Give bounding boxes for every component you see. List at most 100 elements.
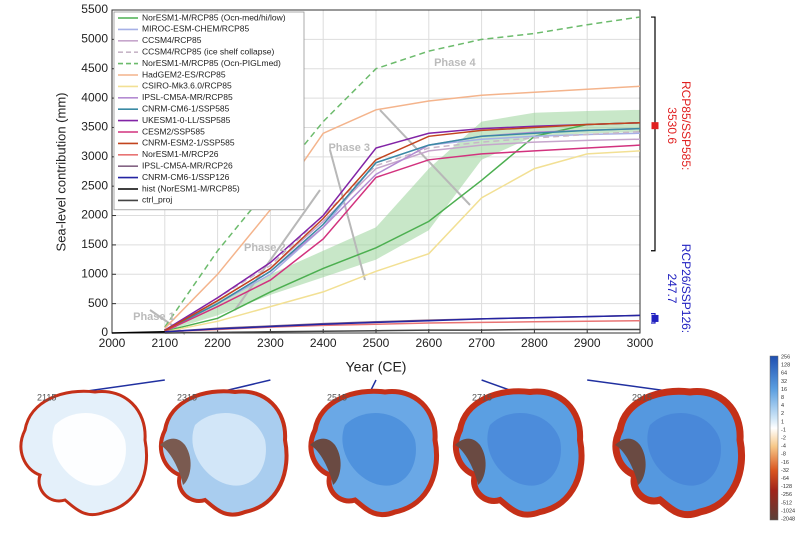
map-year: 2915 [632,392,652,402]
map-year: 2115 [37,392,56,402]
x-tick-label: 2300 [257,336,284,350]
series-line [164,130,641,332]
series-line [164,127,641,332]
x-tick-label: 2000 [99,336,126,350]
legend-label: CCSM4/RCP85 (ice shelf collapse) [142,46,274,56]
range-label: RCP85/SSP585:3530.6 [665,81,693,170]
legend-label: MIROC-ESM-CHEM/RCP85 [142,24,249,34]
x-tick-label: 2600 [415,336,442,350]
map-panel: 2915 [612,387,746,519]
peninsula-loss [455,438,486,485]
colorbar-label: 1 [781,419,784,425]
legend-label: IPSL-CM5A-MR/RCP85 [142,92,233,102]
ice-interior [342,413,416,486]
peninsula-loss [615,438,646,485]
x-tick-label: 2500 [363,336,390,350]
legend-label: NorESM1-M/RCP85 (Ocn-PIGLmed) [142,58,281,68]
x-tick-label: 3000 [627,336,654,350]
ice-interior [192,413,266,486]
y-tick-label: 4500 [81,61,108,75]
x-tick-label: 2400 [310,336,337,350]
legend-label: CESM2/SSP585 [142,126,205,136]
colorbar-label: -128 [781,484,792,490]
y-tick-label: 3000 [81,149,108,163]
range-marker [651,122,659,130]
x-axis-label: Year (CE) [346,359,407,375]
y-tick-label: 2000 [81,208,108,222]
y-tick-label: 500 [88,296,108,310]
map-panel: 2115 [19,389,149,517]
y-tick-label: 0 [101,325,108,339]
y-tick-label: 5500 [81,2,108,16]
series-line [164,122,641,332]
legend-box [113,11,305,211]
legend-label: CNRM-CM6-1/SSP126 [142,172,230,182]
legend: NorESM1-M/RCP85 (Ocn-med/hi/low) MIROC-ES… [113,11,305,211]
legend-label: UKESM1-0-LL/SSP585 [142,115,231,125]
colorbar-label: -32 [781,468,789,474]
legend-label: CCSM4/RCP85 [142,35,202,45]
map-panel: 2515 [308,388,440,518]
x-tick-label: 2900 [574,336,601,350]
colorbar-label: 8 [781,395,784,401]
peninsula-loss [160,438,191,485]
colorbar-label: -1024 [781,508,795,514]
phase-label: Phase 4 [434,57,476,69]
colorbar-label: -256 [781,492,792,498]
y-tick-label: 1000 [81,266,108,280]
legend-label: NorESM1-M/RCP26 [142,149,219,159]
colorbar-label: -8 [781,452,786,458]
map-connector [79,379,165,393]
legend-label: CNRM-ESM2-1/SSP585 [142,138,235,148]
y-tick-label: 1500 [81,237,108,251]
uncertainty-band [164,109,641,332]
colorbar-label: 16 [781,387,787,393]
legend-label: hist (NorESM1-M/RCP85) [142,183,240,193]
legend-label: ctrl_proj [142,195,172,205]
phase-label: Phase 1 [133,311,175,323]
range-bracket [651,16,656,252]
series-line [164,85,641,329]
map-year: 2315 [177,392,197,402]
colorbar-label: 2 [781,411,784,417]
range-label: RCP26/SSP126:247.7 [665,244,693,333]
peninsula-loss [310,438,341,485]
colorbar-label: 256 [781,354,790,360]
colorbar-label: -1 [781,427,786,433]
x-tick-label: 2800 [521,336,548,350]
y-tick-label: 5000 [81,32,108,46]
range-label-name: RCP26/SSP126: [679,244,693,333]
range-label-value: 247.7 [665,273,679,303]
colorbar-label: -2 [781,435,786,441]
map-year: 2715 [472,392,492,402]
map-panel: 2315 [159,389,289,517]
colorbar-label: 4 [781,403,784,409]
range-marker [651,314,659,322]
phase-label: Phase 3 [328,142,370,154]
x-tick-label: 2200 [204,336,231,350]
plot-frame [111,9,641,334]
colorbar-label: -16 [781,460,789,466]
range-label-value: 3530.6 [665,107,679,144]
range-label-name: RCP85/SSP585: [679,81,693,170]
phase-label: Phase 2 [244,242,286,254]
colorbar-label: 128 [781,363,790,369]
series-line [111,331,165,334]
series-line [164,122,641,332]
y-axis-label: Sea-level contribution (mm) [53,93,68,252]
map-year: 2515 [327,392,347,402]
colorbar-label: -64 [781,476,789,482]
series-line [164,150,641,333]
colorbar-label: -4 [781,444,786,450]
y-tick-label: 2500 [81,178,108,192]
ice-interior [52,413,126,486]
colorbar-label: 32 [781,379,787,385]
y-tick-label: 4000 [81,90,108,104]
legend-label: NorESM1-M/RCP85 (Ocn-med/hi/low) [142,12,286,22]
series-line [164,314,641,333]
colorbar-label: -512 [781,500,792,506]
legend-label: CNRM-CM6-1/SSP585 [142,103,230,113]
legend-label: IPSL-CM5A-MR/RCP26 [142,160,233,170]
series-line [164,144,641,332]
y-tick-label: 3500 [81,120,108,134]
